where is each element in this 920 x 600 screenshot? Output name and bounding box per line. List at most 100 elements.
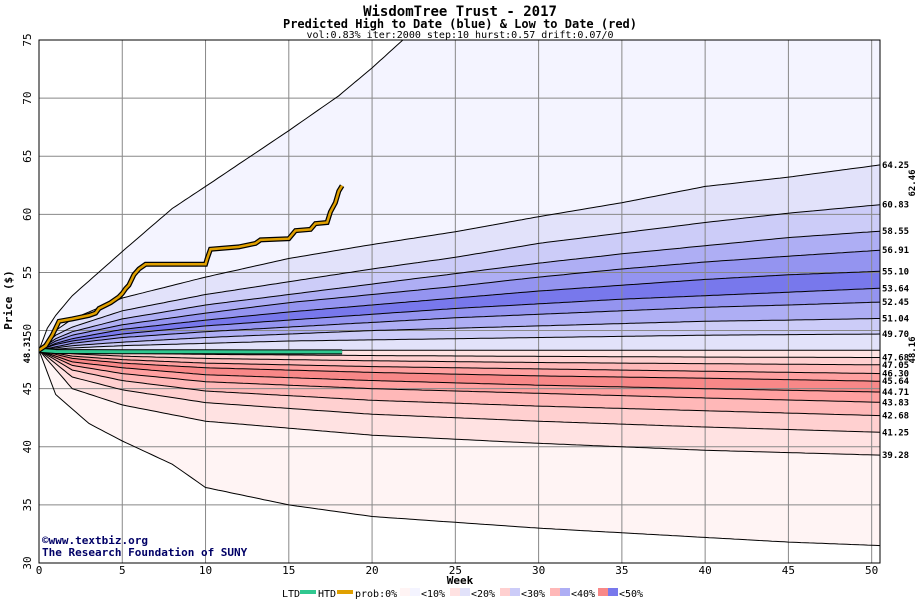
y-tick-label-0: 30 [21,556,34,569]
x-tick-label-9: 45 [782,564,795,577]
start-price-label: 48.31 [23,336,33,363]
plot-frame [38,39,881,564]
y-tick-label-9: 75 [21,33,34,46]
upper-percentile-line-2 [39,204,880,351]
y-tick-label-3: 45 [21,382,34,395]
lower-percentile-line-3 [39,349,880,382]
lower-percentile-line-1 [39,349,880,366]
upper-percentile-line-8 [39,318,880,351]
x-tick-label-4: 20 [365,564,378,577]
legend-bin-label-1: <20% [471,589,495,600]
upper-percentile-line-0 [39,40,404,351]
percentile-end-label-17: 41.25 [882,428,909,438]
x-tick-label-6: 30 [532,564,545,577]
percentile-end-label-2: 60.83 [882,201,909,211]
x-tick-label-2: 10 [199,564,212,577]
legend-bin-label-0: <10% [421,589,445,600]
percentile-end-label-11: 47.05 [882,361,909,371]
x-tick-label-1: 5 [119,564,126,577]
percentile-end-label-14: 44.71 [882,388,909,398]
upper-percentile-line-3 [39,230,880,351]
percentile-end-label-16: 42.68 [882,412,909,422]
ltd-final-label: 48.16 [908,336,918,363]
lower-percentile-line-8 [39,349,880,456]
upper-band-3 [39,231,880,351]
legend-htd-swatch [337,590,353,594]
chart-params: vol:0.83% iter:2000 step:10 hurst:0.57 d… [306,30,613,41]
legend-ltd-label: LTD [282,589,300,600]
upper-percentile-line-6 [39,287,880,351]
lower-band-3 [39,350,880,382]
lower-band-6 [39,350,880,416]
legend-bin-swatch-blue-1 [460,588,470,596]
htd-line [39,185,344,352]
percentile-end-label-4: 56.91 [882,246,909,256]
legend-bin-label-2: <30% [521,589,545,600]
lower-band-5 [39,350,880,403]
upper-band-6 [39,288,880,351]
x-axis-label: Week [447,574,474,587]
upper-percentile-line-4 [39,249,880,351]
y-tick-label-5: 55 [21,266,34,279]
upper-band-1 [39,164,880,351]
lower-band-7 [39,350,880,433]
credit-line-2: The Research Foundation of SUNY [42,546,248,559]
upper-band-8 [39,318,880,351]
axis-ticks: 0 5 10 15 20 25 30 35 40 45 50 30 35 40 45 50 55 60 65 70 75 [21,33,878,577]
upper-band-7 [39,302,880,351]
legend-bin-swatch-blue-3 [560,588,570,596]
x-tick-label-0: 0 [36,564,43,577]
lower-percentile-line-6 [39,349,880,417]
legend-prob-label: prob:0% [355,589,397,600]
ltd-line [39,348,343,354]
lower-band-8 [39,350,880,456]
lower-percentile-line-9 [39,350,880,547]
legend-bin-swatch-blue-0 [410,588,420,596]
lower-percentile-line-5 [39,349,880,403]
legend-bin-label-3: <40% [571,589,595,600]
chart-title: WisdomTree Trust - 2017 [363,4,557,20]
percentile-end-label-13: 45.64 [882,377,910,387]
y-axis-label: Price ($) [2,270,15,330]
percentile-end-label-1: 64.25 [882,161,909,171]
x-tick-label-10: 50 [865,564,878,577]
percentile-end-label-6: 53.64 [882,284,910,294]
lower-band-9 [39,350,880,546]
credit-line-1: ©www.textbiz.org [42,534,148,547]
legend: LTD HTD prob:0% <10% <20% <30% <40% <50% [282,588,643,600]
percentile-end-label-18: 39.28 [882,451,909,461]
lower-band-1 [39,350,880,365]
lower-percentile-line-4 [39,349,880,393]
percentile-end-label-10: 47.68 [882,354,909,364]
upper-percentile-line-9 [39,333,880,351]
upper-band-9 [39,334,880,351]
upper-band-5 [39,271,880,351]
lower-band-4 [39,350,880,392]
htd-final-label: 62.46 [908,169,918,196]
chart-subtitle: Predicted High to Date (blue) & Low to D… [283,17,637,31]
legend-bin-swatch-blue-2 [510,588,520,596]
percentile-end-label-7: 52.45 [882,298,909,308]
upper-band-0 [39,40,880,351]
upper-percentile-line-7 [39,301,880,351]
upper-percentile-line-1 [39,164,880,351]
percentile-end-label-5: 55.10 [882,267,909,277]
percentile-end-label-12: 46.30 [882,370,909,380]
percentile-end-label-9: 49.70 [882,330,909,340]
percentile-labels: 64.25 60.83 58.55 56.91 55.10 53.64 52.45 51.04… [882,161,910,461]
y-tick-label-2: 40 [21,440,34,453]
y-tick-label-8: 70 [21,91,34,104]
upper-band-2 [39,204,880,351]
x-tick-label-8: 40 [699,564,712,577]
percentile-end-label-3: 58.55 [882,227,909,237]
upper-band-4 [39,250,880,351]
y-tick-label-7: 65 [21,150,34,163]
percentile-end-label-15: 43.83 [882,398,909,408]
percentile-end-label-8: 51.04 [882,314,910,324]
x-tick-label-3: 15 [282,564,295,577]
y-tick-label-6: 60 [21,208,34,221]
y-tick-label-1: 35 [21,498,34,511]
legend-bin-swatch-blue-4 [608,588,618,596]
upper-percentile-line-5 [39,270,880,351]
